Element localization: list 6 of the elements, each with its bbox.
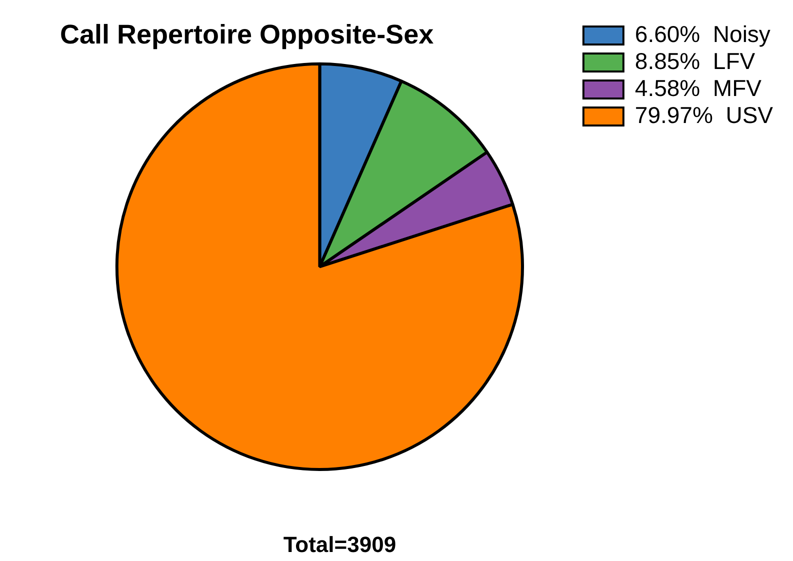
legend-label: 4.58% MFV bbox=[634, 74, 762, 101]
chart-title: Call Repertoire Opposite-Sex bbox=[60, 20, 434, 50]
legend-label: 79.97% USV bbox=[634, 102, 774, 128]
legend-label: 6.60% Noisy bbox=[634, 20, 771, 47]
legend-label: 8.85% LFV bbox=[634, 48, 756, 74]
text: Total=3909 bbox=[283, 532, 396, 558]
